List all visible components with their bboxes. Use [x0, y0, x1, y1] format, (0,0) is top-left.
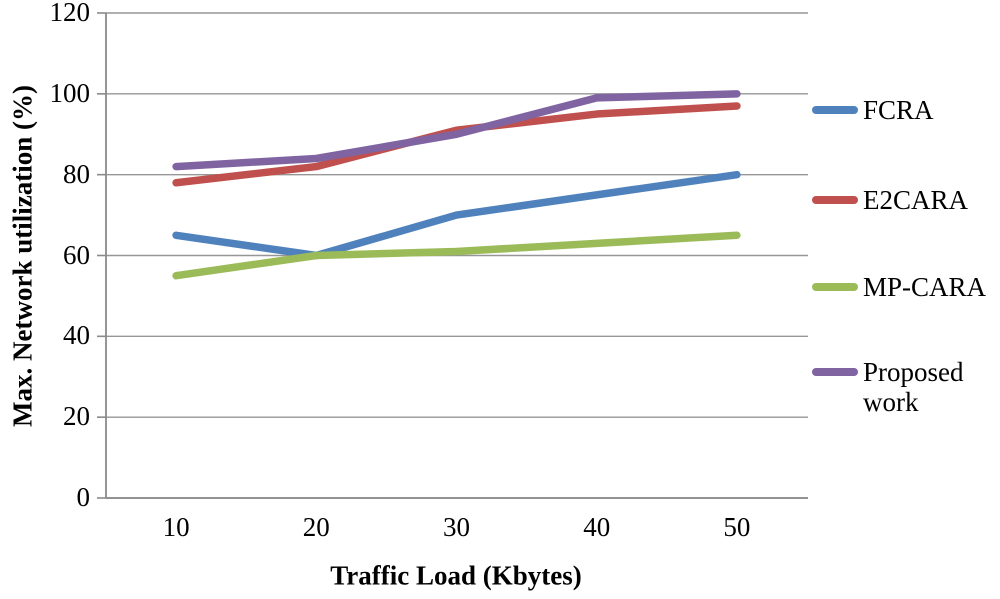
series-line-e2cara: [172, 102, 741, 187]
y-axis-tick-labels: 0 20 40 60 80 100 120: [0, 0, 91, 599]
y-tick-label: 60: [63, 239, 90, 270]
x-tick-label: 50: [723, 512, 751, 542]
legend-item: E2CARA: [812, 185, 998, 215]
y-axis-title: Max. Network utilization (%): [7, 85, 38, 427]
legend-item: MP-CARA: [812, 272, 998, 302]
legend-label: FCRA: [863, 95, 934, 125]
legend-swatch-icon: [812, 106, 858, 114]
y-tick-label: 120: [49, 0, 91, 27]
series-line-proposed-work: [172, 90, 741, 171]
legend-label: Proposed work: [863, 357, 964, 417]
legend-item: Proposed work: [812, 357, 998, 417]
legend-swatch-icon: [812, 283, 858, 291]
legend-swatch-icon: [812, 368, 858, 376]
legend-label: MP-CARA: [863, 272, 987, 302]
x-tick-label: 20: [302, 512, 330, 542]
x-axis-title: Traffic Load (Kbytes): [330, 560, 582, 591]
y-tick-label: 0: [76, 481, 91, 512]
legend-item: FCRA: [812, 95, 998, 125]
legend-label: E2CARA: [863, 185, 969, 215]
y-tick-label: 20: [63, 401, 90, 432]
series-line-mp-cara: [172, 231, 741, 280]
series-line-fcra: [172, 170, 741, 260]
x-tick-label: 10: [162, 512, 190, 542]
x-tick-label: 40: [583, 512, 611, 542]
legend-swatch-icon: [812, 196, 858, 204]
legend: FCRA E2CARA MP-CARA Proposed work: [812, 0, 1000, 599]
y-tick-label: 80: [63, 158, 90, 189]
y-tick-label: 100: [49, 77, 91, 108]
x-tick-label: 30: [443, 512, 470, 542]
y-tick-label: 40: [63, 320, 90, 351]
